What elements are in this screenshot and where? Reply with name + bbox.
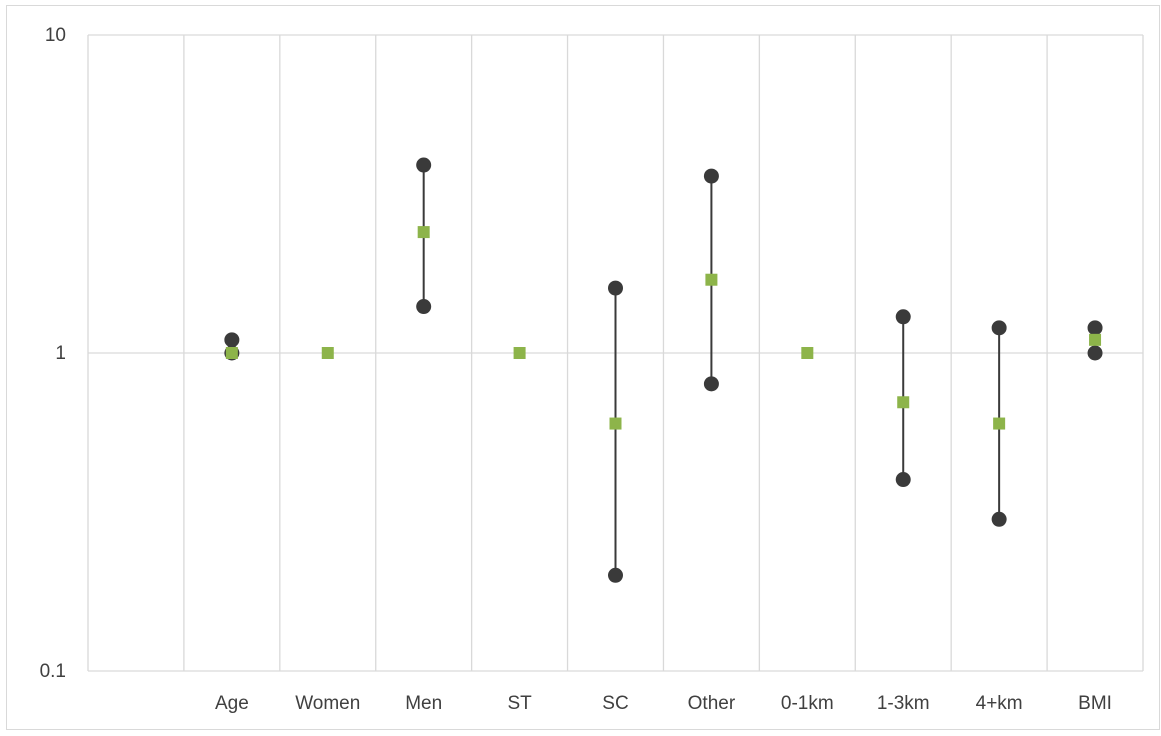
data-markers bbox=[224, 157, 1103, 583]
lower-marker bbox=[895, 472, 911, 488]
estimate-marker bbox=[993, 417, 1006, 430]
upper-marker bbox=[895, 309, 911, 325]
x-tick-label: Men bbox=[405, 693, 442, 714]
y-tick-label: 1 bbox=[55, 343, 66, 364]
upper-marker bbox=[1087, 320, 1103, 336]
estimate-marker bbox=[513, 347, 526, 359]
y-tick-label: 0.1 bbox=[40, 661, 66, 682]
lower-marker bbox=[703, 376, 719, 392]
x-tick-label: Age bbox=[215, 693, 249, 714]
estimate-marker bbox=[417, 226, 430, 239]
lower-marker bbox=[991, 511, 1007, 527]
y-tick-label: 10 bbox=[45, 25, 66, 46]
upper-marker bbox=[703, 168, 719, 184]
estimate-marker bbox=[609, 417, 622, 430]
chart-border bbox=[6, 5, 1160, 730]
estimate-marker bbox=[897, 396, 910, 409]
upper-marker bbox=[608, 280, 623, 296]
estimate-marker bbox=[1089, 333, 1102, 346]
lower-marker bbox=[608, 567, 623, 583]
upper-marker bbox=[416, 157, 432, 173]
x-tick-label: Other bbox=[688, 693, 736, 714]
estimate-marker bbox=[225, 347, 238, 359]
y-axis: 10 1 0.1 bbox=[40, 25, 66, 682]
lower-marker bbox=[416, 299, 432, 315]
x-tick-label: 1-3km bbox=[877, 693, 930, 714]
estimate-marker bbox=[705, 273, 718, 286]
upper-marker bbox=[224, 332, 240, 348]
estimate-marker bbox=[801, 347, 814, 359]
x-tick-label: ST bbox=[507, 693, 532, 714]
x-tick-label: Women bbox=[295, 693, 360, 714]
lower-marker bbox=[1087, 345, 1103, 361]
x-tick-label: 0-1km bbox=[781, 693, 834, 714]
upper-marker bbox=[991, 320, 1007, 336]
x-tick-label: 4+km bbox=[976, 693, 1023, 714]
x-tick-label: BMI bbox=[1078, 693, 1112, 714]
x-axis: Age Women Men ST SC Other 0-1km 1-3km 4+km BMI bbox=[215, 693, 1112, 714]
x-tick-label: SC bbox=[602, 693, 628, 714]
estimate-marker bbox=[321, 347, 334, 359]
